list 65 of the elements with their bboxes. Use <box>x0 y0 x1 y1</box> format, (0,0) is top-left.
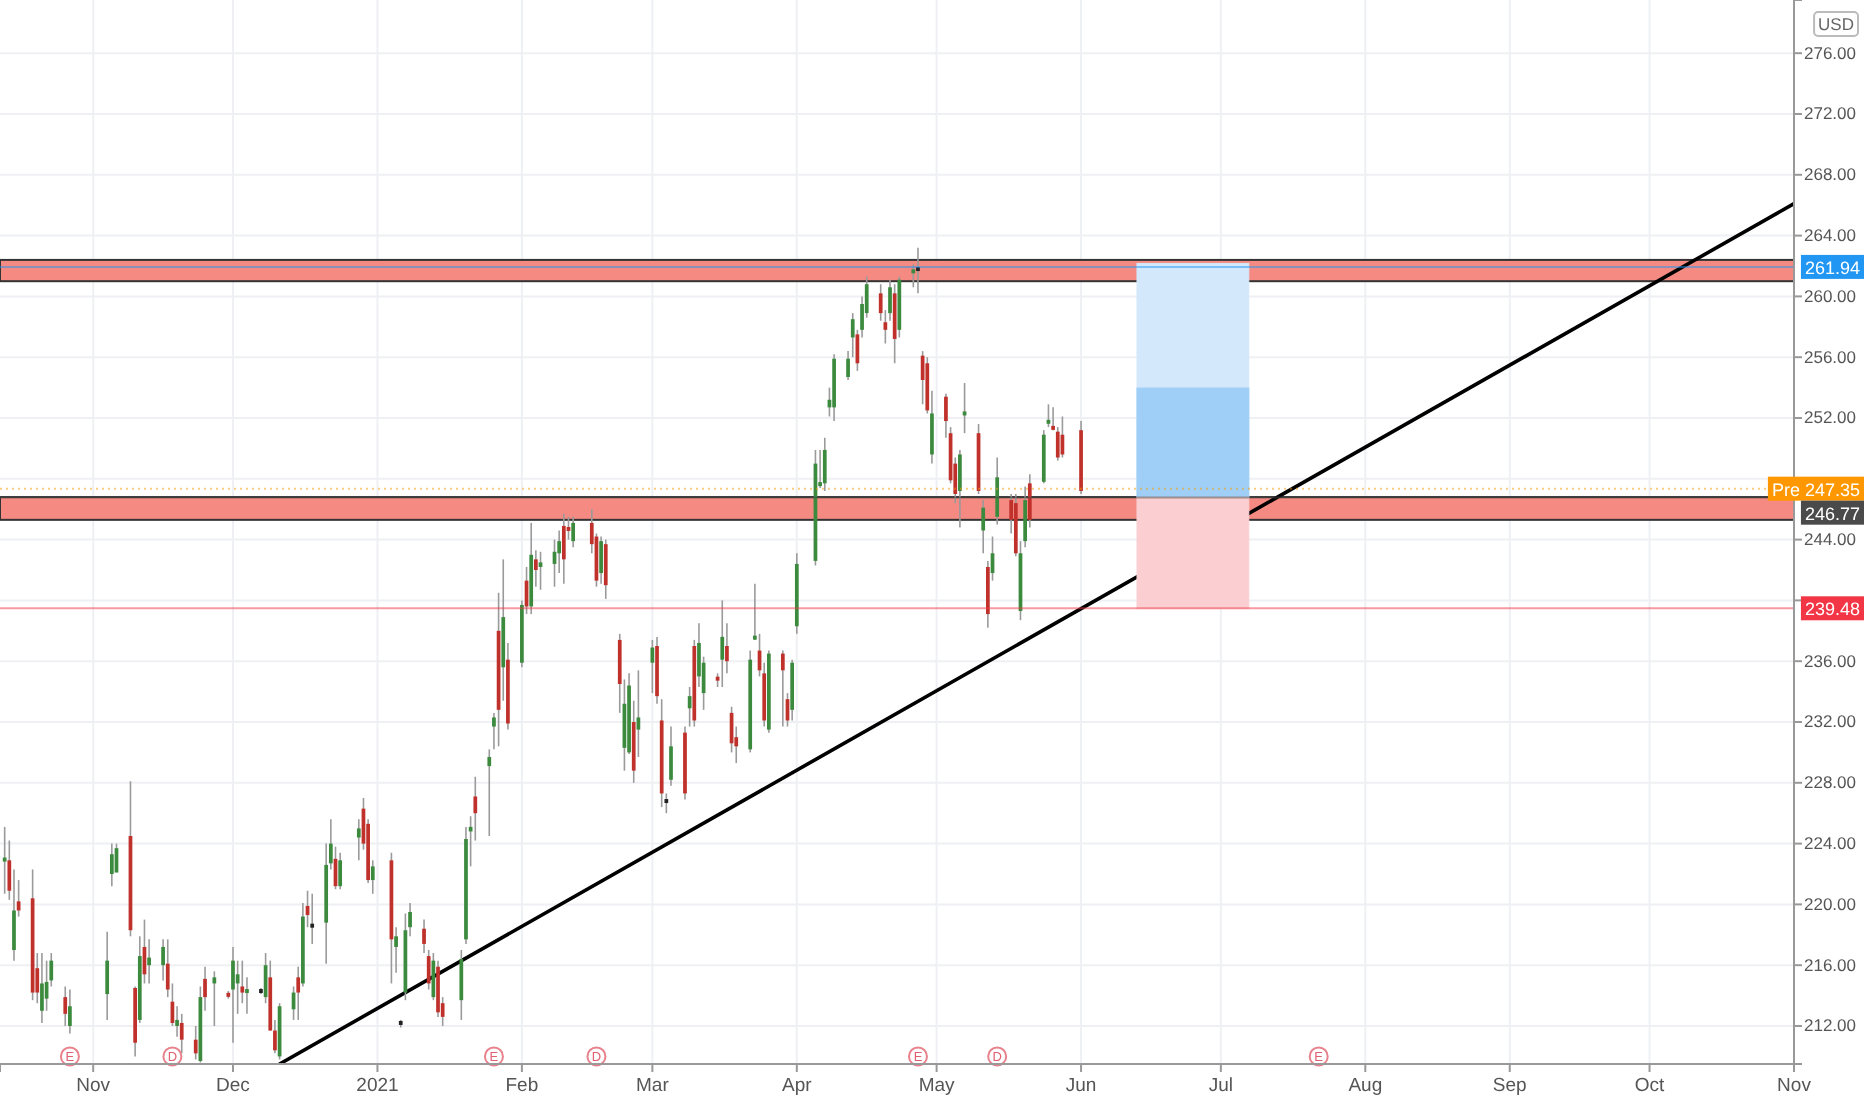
y-tick-label: 260.00 <box>1804 285 1857 306</box>
candlestick <box>822 436 827 492</box>
x-tick-label: Feb <box>505 1075 539 1098</box>
candlestick <box>212 970 217 1027</box>
y-tick-label: 236.00 <box>1804 650 1857 671</box>
candlestick <box>892 283 897 365</box>
y-tick-label: 272.00 <box>1804 103 1857 124</box>
candlestick <box>193 1025 198 1061</box>
y-tick-label: 268.00 <box>1804 164 1857 185</box>
candlestick <box>105 930 110 1021</box>
y-tick-label: 232.00 <box>1804 711 1857 732</box>
x-tick-label: Nov <box>76 1075 111 1098</box>
candlestick <box>109 842 114 887</box>
x-tick-label: Jun <box>1065 1075 1097 1098</box>
text: USD <box>1818 14 1854 34</box>
candlestick <box>310 892 315 945</box>
candlestick <box>2 826 7 895</box>
y-tick-label: 252.00 <box>1804 407 1857 428</box>
y-tick-label: 228.00 <box>1804 772 1857 793</box>
y-tick-label: 244.00 <box>1804 529 1857 550</box>
candlestick <box>669 725 673 787</box>
candlestick <box>916 246 920 295</box>
x-tick-label: Jul <box>1208 1075 1234 1098</box>
x-tick-label: May <box>918 1075 956 1098</box>
candlestick <box>63 985 68 1027</box>
candlestick <box>68 988 72 1035</box>
ref-line-label: 261.94 <box>1804 257 1860 278</box>
y-tick-label: 220.00 <box>1804 893 1857 914</box>
x-tick-label: Mar <box>635 1075 669 1098</box>
candlestick <box>958 449 962 529</box>
candlestick <box>459 949 464 1021</box>
x-tick-label: Oct <box>1634 1075 1666 1098</box>
candlestick <box>561 512 566 585</box>
candlestick <box>1041 429 1046 485</box>
candlestick <box>487 748 492 837</box>
y-tick-label: 264.00 <box>1804 225 1857 246</box>
candlestick <box>231 946 235 1044</box>
ref-line-label: 239.48 <box>1804 599 1860 620</box>
x-tick-label: Aug <box>1348 1075 1383 1098</box>
y-tick-label: 224.00 <box>1804 833 1857 854</box>
x-tick-label: Dec <box>216 1075 251 1098</box>
x-tick-label: Nov <box>1777 1075 1812 1098</box>
ref-line-label: 246.77 <box>1804 503 1860 524</box>
candlestick <box>790 658 795 722</box>
x-tick-label: Sep <box>1492 1075 1527 1098</box>
candlestick <box>720 599 725 688</box>
ref-line-label: Pre 247.35 <box>1771 479 1860 500</box>
candlestick <box>436 959 440 1018</box>
y-tick-label: 256.00 <box>1804 346 1857 367</box>
candlestick <box>981 499 986 555</box>
bar <box>1136 496 1250 609</box>
bar <box>1136 387 1250 498</box>
y-tick-label: 276.00 <box>1804 42 1857 63</box>
candlestick <box>603 538 608 600</box>
candlestick <box>571 516 576 548</box>
y-tick-label: 216.00 <box>1804 954 1857 975</box>
candlestick <box>179 1013 184 1055</box>
candlestick <box>780 649 785 728</box>
y-tick-label: 212.00 <box>1804 1015 1857 1036</box>
candlestick <box>338 851 343 890</box>
candlestick <box>687 686 692 728</box>
x-tick-label: Apr <box>782 1075 812 1098</box>
candlestick <box>40 952 44 1024</box>
x-tick-label: 2021 <box>356 1075 399 1098</box>
candlestick <box>995 456 1000 526</box>
